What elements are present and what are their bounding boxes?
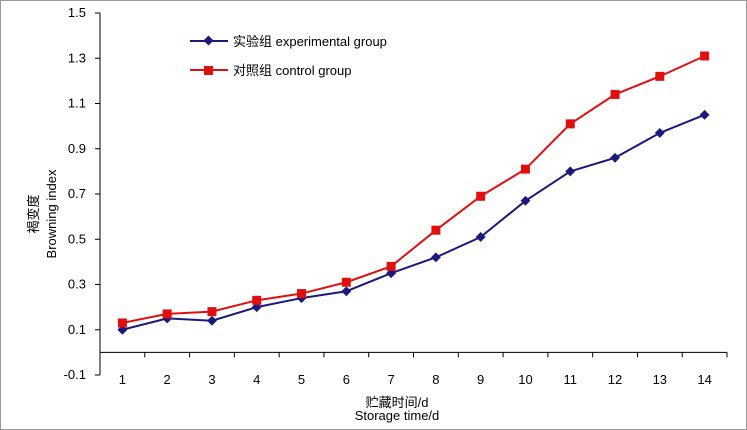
data-point-square: [431, 225, 441, 235]
x-axis-ticks: 1 2 3 4 5 6 7 8 9 10 11 12 13 14: [99, 352, 728, 387]
data-point-square: [655, 71, 665, 81]
x-tick-label: 9: [477, 372, 484, 387]
x-tick-label: 3: [208, 372, 215, 387]
data-point-diamond: [699, 109, 710, 120]
y-tick-label: 0.3: [68, 277, 86, 292]
y-tick-label: 1.1: [68, 96, 86, 111]
data-point-square: [386, 261, 396, 271]
data-point-square: [252, 295, 262, 305]
x-tick-label: 14: [697, 372, 711, 387]
y-tick-label: 0.7: [68, 186, 86, 201]
x-tick-label: 11: [564, 372, 578, 387]
y-tick-label: -0.1: [64, 367, 86, 382]
data-point-square: [341, 277, 351, 287]
series-layer: [117, 51, 710, 335]
x-tick-label: 13: [653, 372, 667, 387]
data-point-square: [610, 89, 620, 99]
y-axis-ticks: -0.1 0.1 0.3 0.5 0.7 0.9 1.1 1.3 1.5: [64, 5, 100, 382]
data-point-square: [162, 309, 172, 319]
legend-marker-diamond: [203, 35, 214, 46]
y-tick-label: 1.3: [68, 50, 86, 65]
data-point-square: [297, 289, 307, 299]
data-point-square: [117, 318, 127, 328]
data-point-square: [520, 164, 530, 174]
x-tick-label: 10: [518, 372, 532, 387]
legend: 实验组 experimental group 对照组 control group: [190, 34, 387, 78]
series-line: [122, 55, 706, 324]
y-axis-title-cn: 褐变度: [26, 194, 41, 233]
series-control: [117, 51, 710, 328]
data-point-diamond: [610, 152, 620, 163]
x-tick-label: 1: [119, 372, 126, 387]
data-point-square: [565, 119, 575, 129]
data-point-square: [700, 51, 710, 61]
x-tick-label: 6: [343, 372, 350, 387]
data-point-diamond: [654, 127, 665, 138]
y-axis-title-en: Browning index: [44, 169, 59, 258]
data-point-diamond: [565, 166, 576, 177]
y-tick-label: 0.1: [68, 322, 86, 337]
x-tick-label: 2: [164, 372, 171, 387]
x-axis-title-en: Storage time/d: [355, 408, 440, 423]
y-tick-label: 1.5: [68, 5, 86, 20]
legend-label-control: 对照组 control group: [233, 63, 352, 78]
data-point-diamond: [475, 232, 486, 242]
x-tick-label: 12: [608, 372, 622, 387]
legend-label-experimental: 实验组 experimental group: [233, 34, 387, 49]
legend-item-control: 对照组 control group: [190, 63, 352, 78]
data-point-square: [476, 191, 486, 201]
data-point-square: [207, 307, 217, 317]
y-tick-label: 0.5: [68, 231, 86, 246]
y-tick-label: 0.9: [68, 141, 86, 156]
x-axis-title-cn: 贮藏时间/d: [366, 395, 429, 410]
data-point-diamond: [520, 195, 531, 206]
data-point-diamond: [341, 286, 352, 297]
x-tick-label: 8: [432, 372, 439, 387]
legend-item-experimental: 实验组 experimental group: [190, 34, 387, 49]
x-tick-label: 5: [298, 372, 305, 387]
data-point-diamond: [430, 252, 441, 263]
x-tick-label: 4: [253, 372, 260, 387]
x-tick-label: 7: [387, 372, 394, 387]
legend-marker-square: [204, 66, 213, 75]
data-point-diamond: [207, 315, 217, 326]
series-line: [122, 113, 705, 331]
series-experimental: [117, 109, 710, 335]
